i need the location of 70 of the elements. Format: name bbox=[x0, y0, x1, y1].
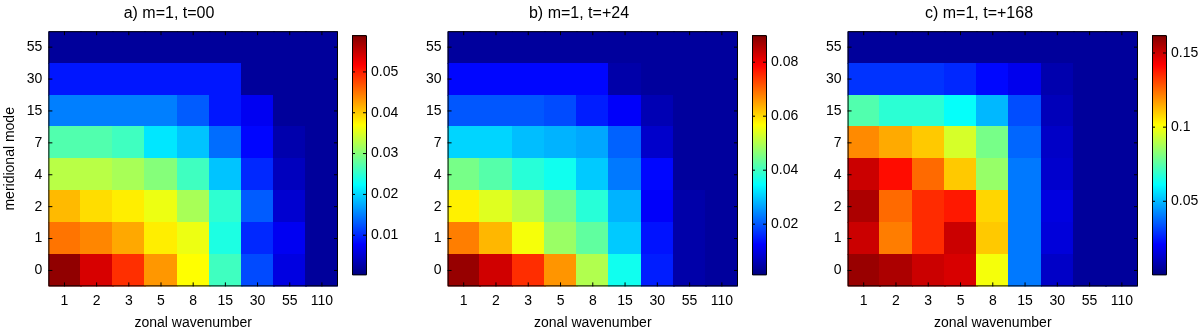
x-axis-title: zonal wavenumber bbox=[534, 314, 652, 331]
x-tick-label: 3 bbox=[524, 291, 533, 308]
x-tick-label: 1 bbox=[859, 291, 868, 308]
x-tick-label: 15 bbox=[1017, 291, 1034, 308]
y-tick-label: 0 bbox=[433, 261, 442, 278]
x-tick-label: 8 bbox=[588, 291, 597, 308]
y-tick-label: 1 bbox=[433, 229, 442, 246]
color-bar-label: 0.04 bbox=[371, 103, 399, 120]
x-tick-label: 2 bbox=[92, 291, 101, 308]
color-bar-label: 0.01 bbox=[371, 226, 399, 243]
y-tick-label: 30 bbox=[425, 69, 442, 86]
x-tick-label: 8 bbox=[988, 291, 997, 308]
y-tick-label: 1 bbox=[833, 229, 842, 246]
color-bar-label: 0.05 bbox=[371, 62, 399, 79]
x-tick-label: 2 bbox=[892, 291, 901, 308]
y-tick-label: 2 bbox=[433, 197, 442, 214]
x-tick-label: 5 bbox=[556, 291, 565, 308]
x-tick-label: 110 bbox=[1110, 291, 1134, 308]
y-tick-label: 15 bbox=[26, 101, 43, 118]
color-bar-label: 0.05 bbox=[1171, 192, 1199, 209]
y-tick-label: 7 bbox=[34, 133, 43, 150]
y-tick-label: 30 bbox=[26, 69, 43, 86]
y-tick-label: 1 bbox=[34, 229, 43, 246]
color-bar-label: 0.08 bbox=[771, 53, 799, 70]
x-tick-label: 15 bbox=[617, 291, 634, 308]
x-tick-label: 30 bbox=[649, 291, 666, 308]
x-tick-label: 30 bbox=[1049, 291, 1066, 308]
y-tick-label: 2 bbox=[34, 197, 43, 214]
y-axis-title: meridional mode bbox=[1, 106, 18, 211]
x-axis-title: zonal wavenumber bbox=[934, 314, 1052, 331]
y-tick-label: 30 bbox=[825, 69, 842, 86]
x-tick-label: 3 bbox=[924, 291, 933, 308]
x-tick-label: 55 bbox=[1081, 291, 1098, 308]
y-tick-label: 15 bbox=[425, 101, 442, 118]
color-bar-label: 0.04 bbox=[771, 161, 799, 178]
y-tick-label: 55 bbox=[26, 38, 43, 55]
y-tick-label: 15 bbox=[825, 101, 842, 118]
x-tick-label: 2 bbox=[492, 291, 501, 308]
x-tick-label: 110 bbox=[710, 291, 734, 308]
x-tick-label: 1 bbox=[459, 291, 468, 308]
x-axis-title: zonal wavenumber bbox=[134, 314, 253, 331]
chart-title: b) m=1, t=+24 bbox=[528, 4, 630, 22]
x-tick-label: 8 bbox=[189, 291, 198, 308]
color-bar-label: 0.15 bbox=[1171, 43, 1199, 60]
x-tick-label: 55 bbox=[681, 291, 698, 308]
y-tick-label: 55 bbox=[825, 38, 842, 55]
y-tick-label: 7 bbox=[433, 133, 442, 150]
chart-title: c) m=1, t=+168 bbox=[924, 4, 1034, 22]
color-bar-label: 0.1 bbox=[1171, 118, 1191, 134]
y-tick-label: 0 bbox=[833, 261, 842, 278]
color-bar-label: 0.02 bbox=[371, 185, 399, 202]
color-bar-label: 0.06 bbox=[771, 107, 799, 124]
y-tick-label: 55 bbox=[425, 38, 442, 55]
x-tick-label: 110 bbox=[310, 291, 334, 308]
y-tick-label: 2 bbox=[833, 197, 842, 214]
x-tick-label: 3 bbox=[124, 291, 133, 308]
y-tick-label: 7 bbox=[833, 133, 842, 150]
x-tick-label: 5 bbox=[956, 291, 965, 308]
x-tick-label: 1 bbox=[60, 291, 69, 308]
y-tick-label: 0 bbox=[34, 261, 43, 278]
y-tick-label: 4 bbox=[34, 165, 43, 182]
x-tick-label: 30 bbox=[249, 291, 266, 308]
chart-title: a) m=1, t=00 bbox=[123, 4, 215, 22]
color-bar-label: 0.03 bbox=[371, 144, 399, 161]
x-tick-label: 5 bbox=[157, 291, 166, 308]
y-tick-label: 4 bbox=[433, 165, 442, 182]
y-tick-label: 4 bbox=[833, 165, 842, 182]
color-bar-label: 0.02 bbox=[771, 215, 799, 232]
x-tick-label: 15 bbox=[217, 291, 234, 308]
x-tick-label: 55 bbox=[281, 291, 298, 308]
